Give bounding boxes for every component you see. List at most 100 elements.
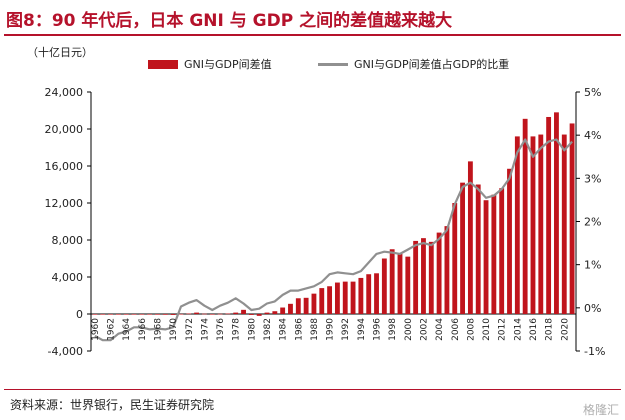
y-left-tick-label: 4,000 xyxy=(52,271,84,284)
bar xyxy=(467,161,473,314)
bar xyxy=(397,253,403,314)
bar xyxy=(530,136,536,314)
left-axis-unit-label: （十亿日元） xyxy=(27,46,93,59)
bar xyxy=(170,314,176,315)
y-right-tick-label: 0% xyxy=(584,302,601,315)
y-left-tick-label: 20,000 xyxy=(45,123,84,136)
bar xyxy=(514,136,520,314)
bar xyxy=(131,314,137,315)
bar xyxy=(342,281,348,314)
bar xyxy=(202,313,207,315)
bar xyxy=(554,112,559,314)
chart-plot: -4,000 0 4,000 8,000 12,000 16,000 20,000 24,00… xyxy=(45,86,606,358)
bar xyxy=(256,314,262,316)
y-left-tick-label: 16,000 xyxy=(45,160,84,173)
bar xyxy=(178,313,184,315)
bar xyxy=(108,314,113,315)
bar xyxy=(115,314,121,315)
y-right-tick-label: 3% xyxy=(584,172,601,185)
x-tick-label: 2012 xyxy=(498,318,508,341)
bar xyxy=(381,258,387,314)
bar xyxy=(366,274,372,314)
x-tick-label: 2016 xyxy=(529,318,539,341)
bar xyxy=(233,312,239,314)
bar xyxy=(311,293,317,314)
bar xyxy=(483,200,489,314)
bar xyxy=(421,238,426,314)
bar xyxy=(561,134,567,314)
x-tick-label: 2020 xyxy=(560,318,570,341)
legend-item-bar: GNI与GDP间差值 xyxy=(148,56,272,72)
x-tick-label: 1968 xyxy=(153,318,163,341)
bar xyxy=(209,314,215,315)
bar xyxy=(248,314,254,315)
y-left-tick-label: 12,000 xyxy=(45,197,84,210)
bar xyxy=(123,314,129,315)
ratio-line xyxy=(94,138,573,342)
x-tick-label: 1970 xyxy=(169,318,179,341)
bar xyxy=(272,311,278,314)
x-tick-label: 2018 xyxy=(545,318,555,341)
bar xyxy=(155,314,160,315)
y-right-tick-label: 5% xyxy=(584,86,601,99)
bar xyxy=(475,184,481,314)
bar xyxy=(241,309,246,314)
bar xyxy=(162,314,168,315)
x-tick-label: 2006 xyxy=(451,318,461,341)
bar xyxy=(100,314,106,315)
bar xyxy=(444,226,450,314)
x-tick-label: 1976 xyxy=(216,318,226,341)
x-tick-label: 2014 xyxy=(513,318,523,341)
x-tick-label: 2004 xyxy=(435,318,445,341)
x-tick-label: 2010 xyxy=(482,318,492,341)
bar xyxy=(147,314,153,315)
bar xyxy=(358,277,364,314)
title-divider xyxy=(4,34,621,36)
x-tick-label: 1966 xyxy=(138,318,148,341)
bar xyxy=(327,286,333,314)
bar xyxy=(491,194,497,314)
y-right-tick-label: 2% xyxy=(584,216,601,229)
y-left-tick-label: 24,000 xyxy=(45,86,84,99)
watermark-logo: 格隆汇 xyxy=(582,403,619,417)
bar xyxy=(405,256,411,314)
source-note: 资料来源：世界银行，民生证券研究院 xyxy=(10,398,215,412)
x-tick-label: 1994 xyxy=(357,318,367,341)
bar xyxy=(546,116,552,314)
bar xyxy=(538,134,544,314)
x-tick-label: 1996 xyxy=(373,318,383,341)
x-tick-label: 2008 xyxy=(466,318,476,341)
x-tick-label: 1992 xyxy=(341,318,351,341)
x-tick-label: 1986 xyxy=(294,318,304,341)
x-tick-label: 2000 xyxy=(404,318,414,341)
bar xyxy=(507,168,512,314)
bar xyxy=(194,312,200,314)
x-tick-label: 1990 xyxy=(326,318,336,341)
legend-item-line: GNI与GDP间差值占GDP的比重 xyxy=(318,56,509,72)
x-tick-label: 1984 xyxy=(279,318,289,341)
bar xyxy=(350,281,356,314)
x-tick-label: 1960 xyxy=(91,318,101,341)
bar xyxy=(186,313,192,315)
x-tick-label: 1978 xyxy=(232,318,242,341)
bar xyxy=(452,203,458,314)
x-tick-label: 1962 xyxy=(107,318,117,341)
bar xyxy=(522,118,528,314)
bar xyxy=(225,313,231,315)
bar xyxy=(92,314,98,315)
bar xyxy=(413,240,419,314)
bar xyxy=(460,182,465,314)
chart-title: 图8：90 年代后，日本 GNI 与 GDP 之间的差值越来越大 xyxy=(6,11,453,31)
x-tick-label: 1988 xyxy=(310,318,320,341)
footer-divider xyxy=(4,389,621,390)
bar xyxy=(280,307,286,314)
x-tick-label: 1982 xyxy=(263,318,273,341)
x-tick-label: 1980 xyxy=(247,318,257,341)
bar xyxy=(334,282,340,314)
bar xyxy=(428,241,434,314)
bar xyxy=(499,188,505,314)
bar xyxy=(295,298,301,314)
x-tick-label: 1964 xyxy=(122,318,132,341)
bar xyxy=(436,232,442,314)
y-right-tick-label: 4% xyxy=(584,129,601,142)
